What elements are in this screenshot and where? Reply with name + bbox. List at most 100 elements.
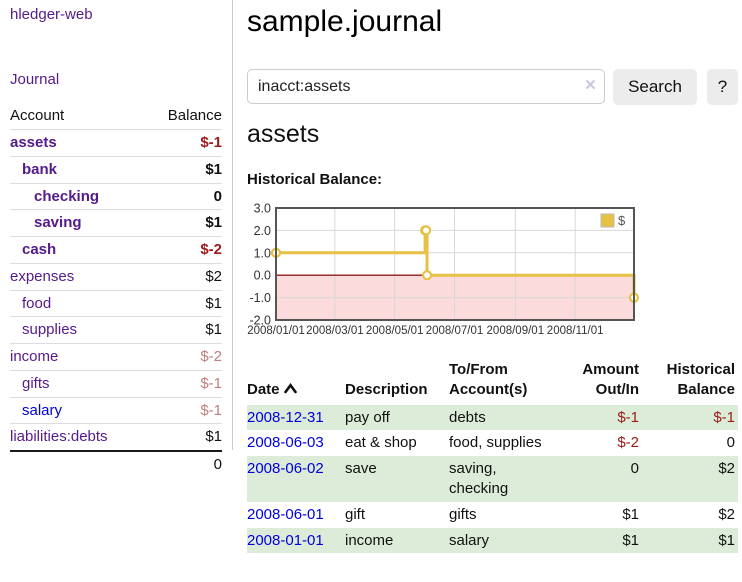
chart-section-label: Historical Balance: (247, 171, 383, 188)
search-form: × Search ? (247, 69, 738, 105)
column-header-date[interactable]: Date (247, 358, 345, 405)
transaction-amount: $-1 (561, 404, 642, 431)
transactions-table: Date Description To/From Account(s) Amou… (247, 358, 738, 554)
transaction-accounts: debts (449, 404, 561, 431)
transaction-balance: 0 (726, 434, 735, 452)
page-title: sample.journal (247, 5, 443, 38)
svg-text:$: $ (618, 213, 626, 228)
transaction-accounts: food, supplies (449, 434, 542, 452)
account-balance: $1 (205, 294, 222, 312)
transaction-accounts: gifts (449, 505, 477, 523)
account-balance: $-2 (200, 241, 222, 258)
account-row: salary $-1 (10, 396, 222, 424)
table-row[interactable]: 2008-12-31 pay off debts $-1 $-1 (247, 404, 738, 431)
svg-text:-1.0: -1.0 (249, 291, 271, 305)
account-link[interactable]: cash (22, 241, 57, 258)
table-row[interactable]: 2008-01-01 income salary $1 $1 (247, 527, 738, 554)
account-link[interactable]: checking (34, 187, 100, 205)
svg-text:2008/07/01: 2008/07/01 (426, 325, 484, 337)
transaction-balance: $2 (642, 456, 738, 502)
transaction-accounts: saving, checking (449, 456, 561, 502)
accounts-list: assets $-1 bank $1 checking 0 saving $1 cash $-2 e… (10, 129, 222, 450)
transaction-date-link[interactable]: 2008-06-03 (247, 434, 324, 452)
transaction-amount: $1 (561, 527, 642, 554)
account-link[interactable]: expenses (10, 267, 75, 285)
account-row: expenses $2 (10, 262, 222, 290)
column-header-accounts[interactable]: To/From Account(s) (449, 361, 528, 398)
accounts-total: 0 (10, 450, 222, 477)
account-row: saving $1 (10, 209, 222, 236)
transaction-amount: $1 (622, 505, 639, 523)
svg-text:2008/09/01: 2008/09/01 (487, 325, 545, 337)
transaction-description: save (345, 456, 449, 502)
search-button[interactable]: Search (613, 69, 697, 105)
column-header-amount[interactable]: Amount Out/In (582, 361, 639, 398)
account-link[interactable]: liabilities:debts (10, 428, 108, 446)
account-row: assets $-1 (10, 129, 222, 156)
account-balance: $1 (205, 160, 222, 178)
account-link[interactable]: bank (22, 160, 58, 178)
column-header-balance[interactable]: Historical Balance (666, 361, 735, 398)
clear-search-icon[interactable]: × (584, 75, 596, 96)
account-link[interactable]: assets (10, 134, 57, 151)
svg-text:2008/11/01: 2008/11/01 (547, 325, 604, 337)
search-input[interactable] (247, 69, 605, 104)
account-heading: assets (247, 120, 320, 148)
table-row[interactable]: 2008-06-02 save saving, checking 0 $2 (247, 456, 738, 502)
account-row: gifts $-1 (10, 369, 222, 397)
account-row: food $1 (10, 289, 222, 317)
transaction-date-link[interactable]: 2008-12-31 (247, 408, 324, 426)
account-row: income $-2 (10, 343, 222, 370)
transaction-balance: $2 (718, 505, 735, 523)
account-link[interactable]: income (10, 348, 59, 365)
svg-text:-2.0: -2.0 (249, 314, 271, 328)
transaction-accounts: salary (449, 527, 561, 554)
help-button[interactable]: ? (707, 69, 738, 105)
account-link[interactable]: gifts (22, 374, 50, 392)
svg-text:2.0: 2.0 (254, 224, 271, 238)
account-link[interactable]: food (22, 294, 52, 312)
accounts-header-account: Account (10, 107, 65, 124)
transaction-description: gift (345, 505, 366, 523)
account-balance: $-2 (200, 348, 222, 365)
sort-ascending-icon (283, 380, 297, 400)
svg-text:1.0: 1.0 (254, 246, 271, 260)
column-header-description[interactable]: Description (345, 380, 428, 398)
transaction-amount: $-2 (617, 434, 639, 452)
account-link[interactable]: saving (34, 214, 82, 232)
historical-balance-chart: 3.0 2.0 1.0 0.0 -1.0 -2.0 2008/01/01 2008/03/01… (247, 200, 738, 342)
account-balance: $2 (205, 267, 222, 285)
transaction-balance: $1 (642, 527, 738, 554)
transaction-date-link[interactable]: 2008-06-01 (247, 505, 324, 523)
accounts-header-balance: Balance (167, 107, 222, 124)
account-link[interactable]: supplies (22, 321, 78, 339)
account-row: cash $-2 (10, 236, 222, 263)
account-balance: $1 (205, 214, 222, 232)
account-link[interactable]: salary (22, 401, 63, 419)
account-balance: $-1 (200, 401, 222, 419)
transaction-date-link[interactable]: 2008-06-02 (247, 460, 324, 478)
main-content: sample.journal × Search ? assets Histori… (247, 0, 738, 582)
transaction-description: eat & shop (345, 434, 417, 452)
svg-text:2008/01/01: 2008/01/01 (247, 325, 305, 337)
account-balance: $-1 (200, 374, 222, 392)
account-balance: $-1 (200, 134, 222, 151)
brand-link[interactable]: hledger-web (10, 6, 93, 23)
svg-text:2008/05/01: 2008/05/01 (366, 325, 424, 337)
account-balance: $1 (205, 321, 222, 339)
transaction-amount: 0 (561, 456, 642, 502)
svg-text:2008/03/01: 2008/03/01 (306, 325, 364, 337)
transaction-date-link[interactable]: 2008-01-01 (247, 531, 324, 549)
sidebar-item-journal[interactable]: Journal (10, 71, 60, 88)
table-row[interactable]: 2008-06-01 gift gifts $1 $2 (247, 502, 738, 528)
account-balance: 0 (213, 187, 222, 205)
table-row[interactable]: 2008-06-03 eat & shop food, supplies $-2 0 (247, 430, 738, 456)
accounts-table-header: Account Balance (10, 103, 222, 129)
account-row: liabilities:debts $1 (10, 423, 222, 450)
svg-text:0.0: 0.0 (254, 269, 271, 283)
account-row: bank $1 (10, 155, 222, 183)
transaction-description: income (345, 527, 449, 554)
account-row: checking 0 (10, 182, 222, 210)
svg-text:3.0: 3.0 (254, 202, 271, 216)
